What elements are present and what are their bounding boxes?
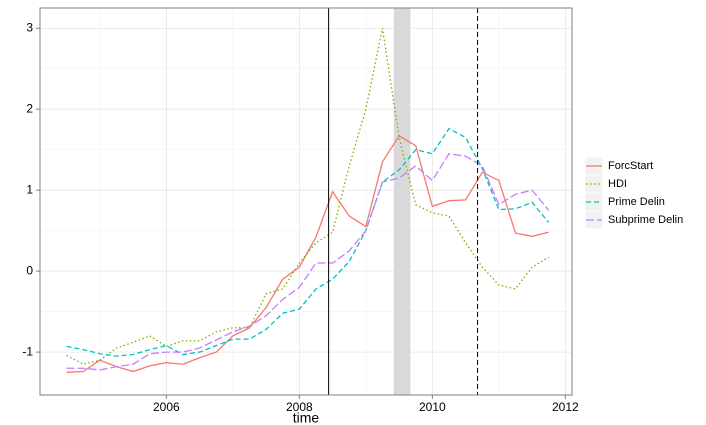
panel-border: [39, 7, 573, 396]
y-tick-label: -1: [22, 344, 33, 358]
y-tick-label: 3: [26, 20, 33, 34]
x-tick-label: 2012: [552, 400, 579, 414]
x-axis-title: time: [293, 410, 320, 425]
series-line: [66, 127, 550, 357]
legend-label: Prime Delin: [608, 196, 665, 208]
panel-background: [40, 8, 572, 395]
legend-label: Subprime Delin: [608, 214, 683, 226]
axes: 2006 2008 2010 2012 -1 0 1 2 3: [22, 20, 579, 414]
y-tick-label: 0: [26, 263, 33, 277]
legend-label: HDI: [608, 178, 627, 190]
shaded-band: [393, 8, 411, 395]
y-tick-label: 1: [26, 182, 33, 196]
x-tick-label: 2006: [153, 400, 180, 414]
legend-label: ForcStart: [608, 160, 653, 172]
plot-area: [66, 8, 550, 395]
x-tick-label: 2008: [286, 400, 313, 414]
series-line: [66, 28, 550, 365]
series-line: [66, 135, 549, 373]
y-tick-label: 2: [26, 101, 33, 115]
x-tick-label: 2010: [419, 400, 446, 414]
grid: [40, 8, 572, 395]
series-line: [66, 153, 550, 371]
legend: ForcStart HDI Prime Delin Subprime Delin: [584, 156, 683, 230]
